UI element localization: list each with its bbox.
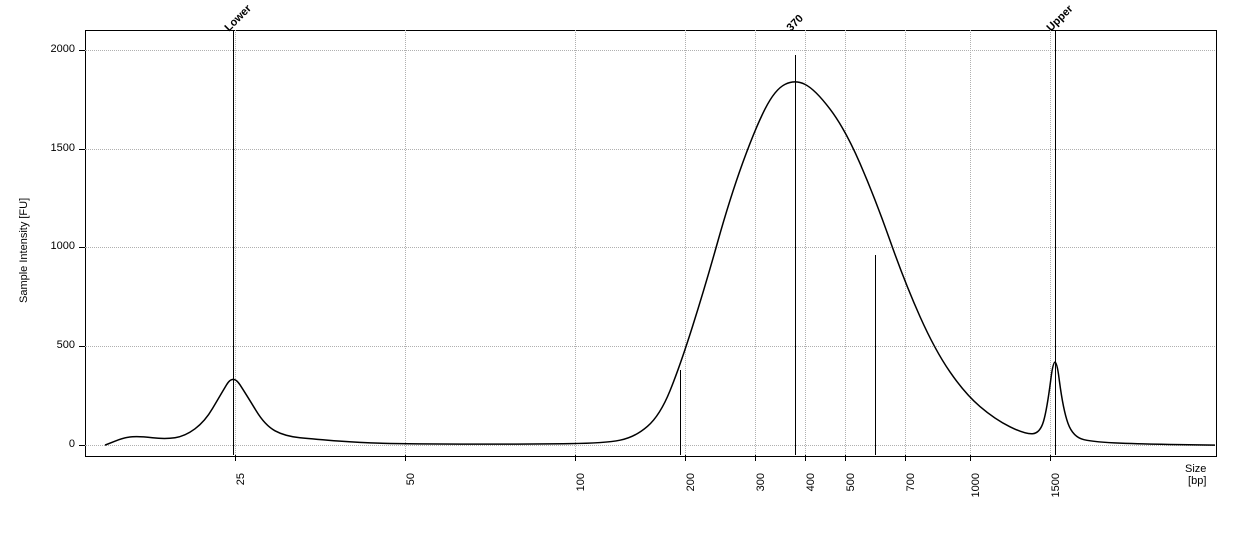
electropherogram-chart: Sample Intensity [FU] Size [bp] 05001000… — [0, 0, 1240, 535]
intensity-curve — [0, 0, 1240, 535]
